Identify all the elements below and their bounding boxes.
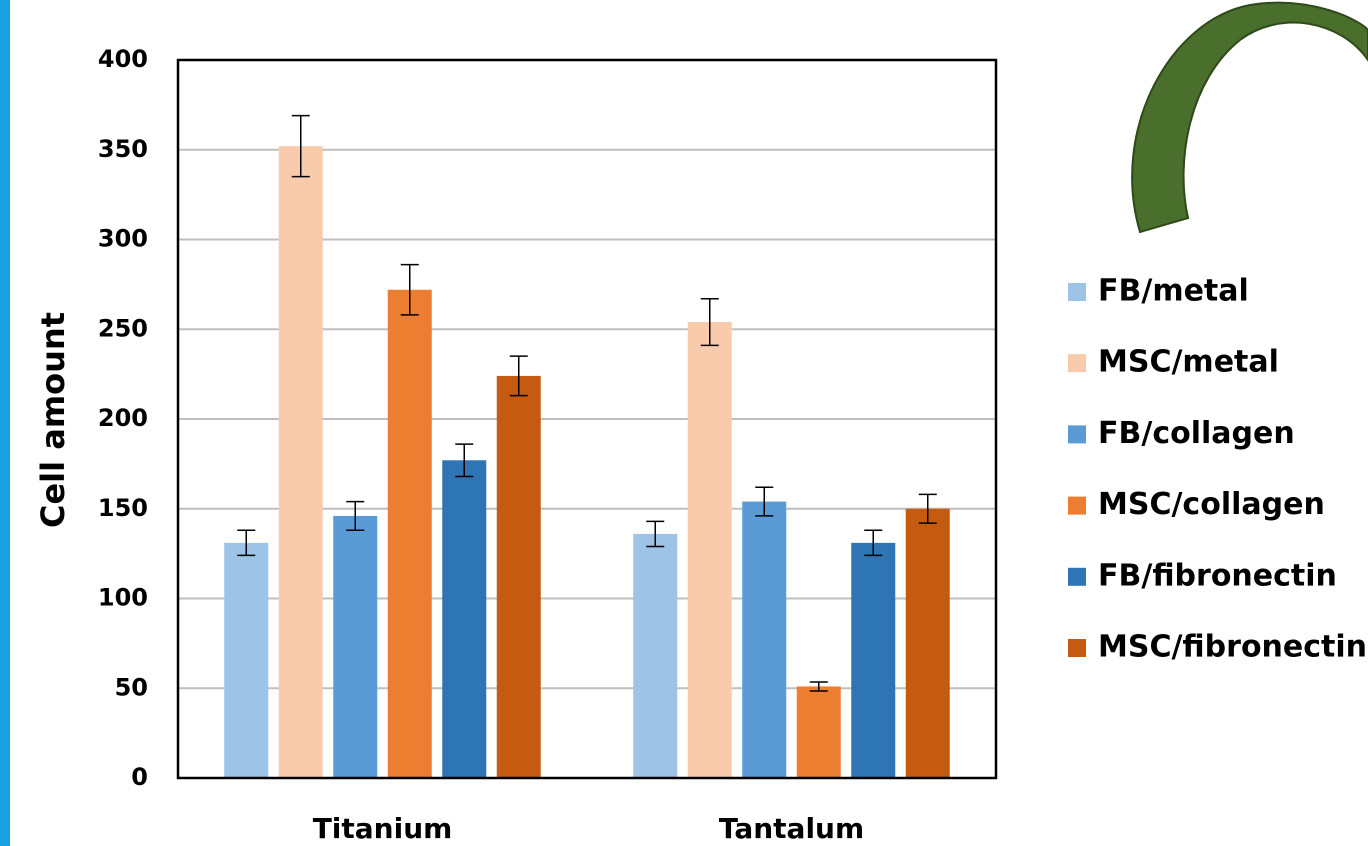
bar xyxy=(497,376,541,778)
legend-swatch xyxy=(1068,639,1086,657)
y-tick-label: 50 xyxy=(115,673,148,701)
y-tick-label: 150 xyxy=(98,494,148,522)
x-tick-label: Tantalum xyxy=(719,812,864,845)
bar xyxy=(797,686,841,778)
legend-swatch xyxy=(1068,354,1086,372)
legend-label: MSC/metal xyxy=(1098,345,1279,380)
y-tick-label: 350 xyxy=(98,135,148,163)
y-tick-label: 0 xyxy=(131,763,148,791)
legend-swatch xyxy=(1068,497,1086,515)
legend-label: FB/fibronectin xyxy=(1098,558,1337,593)
chart: Cell amount 0 50 100 150 200 250 300 350 400 Tita… xyxy=(0,0,1368,846)
bar xyxy=(442,460,486,778)
bar xyxy=(388,290,432,778)
bar xyxy=(851,543,895,778)
bar xyxy=(688,322,732,778)
y-tick-label: 200 xyxy=(98,404,148,432)
legend-label: FB/collagen xyxy=(1098,416,1295,451)
legend-label: MSC/collagen xyxy=(1098,487,1325,522)
legend-label: MSC/fibronectin xyxy=(1098,630,1367,665)
decor-arc xyxy=(1132,3,1368,232)
side-strip xyxy=(0,0,10,846)
bar xyxy=(333,516,377,778)
bar xyxy=(279,146,323,778)
legend-swatch xyxy=(1068,425,1086,443)
y-tick-label: 400 xyxy=(98,45,148,73)
x-tick-label: Titanium xyxy=(313,812,453,845)
y-tick-label: 250 xyxy=(98,314,148,342)
bar xyxy=(633,534,677,778)
legend-label: FB/metal xyxy=(1098,274,1249,309)
bar xyxy=(224,543,268,778)
y-tick-label: 300 xyxy=(98,225,148,253)
y-axis-label: Cell amount xyxy=(34,312,72,528)
bar xyxy=(906,509,950,778)
legend-swatch xyxy=(1068,283,1086,301)
legend-swatch xyxy=(1068,568,1086,586)
y-tick-label: 100 xyxy=(98,584,148,612)
bar xyxy=(742,502,786,778)
